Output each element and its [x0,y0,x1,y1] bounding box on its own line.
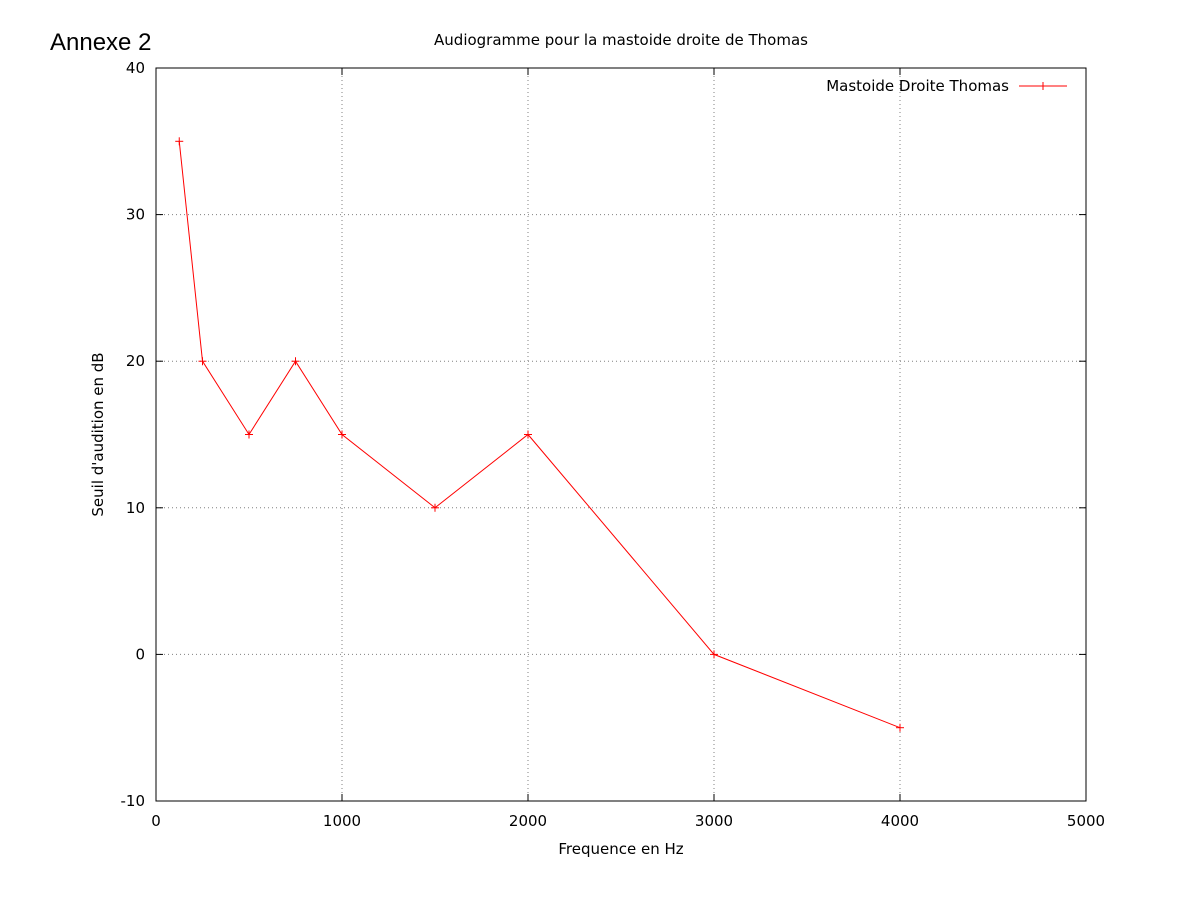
y-tick-label: 20 [126,352,145,370]
legend: Mastoide Droite Thomas [826,77,1067,95]
data-point-marker [524,430,532,439]
data-point-marker [245,430,253,439]
data-point-marker [431,503,439,512]
annex-label: Annexe 2 [50,29,151,56]
data-point-marker [198,357,207,366]
plot-frame [155,67,1087,802]
x-tick-label: 1000 [323,812,361,830]
y-tick-label: 30 [126,206,145,224]
y-tick-label: 0 [135,645,145,663]
data-point-marker [175,137,184,146]
y-tick-label: 40 [126,59,145,77]
data-point-marker [338,430,346,439]
data-point-marker [896,723,904,732]
x-axis-label: Frequence en Hz [558,840,683,858]
chart-title: Audiogramme pour la mastoide droite de T… [434,31,808,49]
data-point-marker [710,650,718,659]
data-point-marker [291,357,300,366]
x-tick-label: 4000 [881,812,919,830]
grid-lines [156,68,1086,801]
axis-ticks: 0 1000 2000 3000 4000 5000 -10 0 10 20 30 40 [121,59,1106,830]
x-tick-label: 2000 [509,812,547,830]
y-tick-label: -10 [121,792,146,810]
x-tick-label: 0 [151,812,161,830]
x-tick-label: 3000 [695,812,733,830]
series-layer [175,137,904,732]
y-tick-label: 10 [126,499,145,517]
y-axis-label: Seuil d'audition en dB [89,352,107,516]
legend-marker [1039,82,1047,90]
x-tick-label: 5000 [1067,812,1105,830]
legend-label: Mastoide Droite Thomas [826,77,1009,95]
series-line [178,141,901,729]
